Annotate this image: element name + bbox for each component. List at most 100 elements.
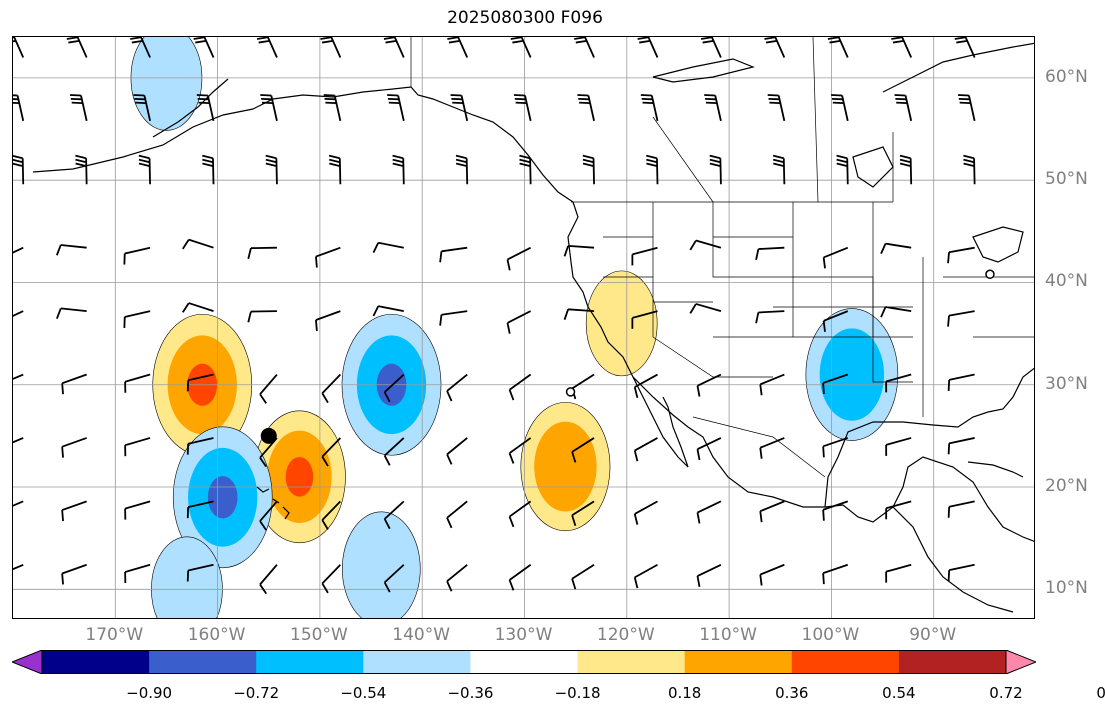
barb-staff	[61, 563, 87, 575]
barb-staff	[507, 310, 532, 324]
wind-barb	[123, 246, 151, 265]
barb-flag	[575, 39, 587, 44]
barb-staff	[822, 563, 849, 574]
barb-staff	[634, 563, 658, 579]
barb-flag	[891, 37, 903, 40]
barb-staff	[571, 373, 595, 390]
barb-staff	[714, 95, 722, 122]
barb-flag	[963, 154, 975, 160]
barb-staff	[270, 95, 278, 122]
barb-flag	[75, 162, 87, 167]
barb-flag	[709, 158, 721, 164]
barb-staff	[61, 373, 87, 385]
barb-staff	[697, 563, 722, 577]
barb-flag	[947, 443, 951, 455]
wind-barb	[124, 437, 151, 457]
barb-staff	[909, 158, 913, 185]
barb-flag	[563, 245, 569, 257]
lon-label: 170°W	[85, 625, 144, 645]
plot-title: 2025080300 F096	[447, 8, 603, 28]
wind-barb	[689, 239, 722, 251]
shaded-field	[130, 37, 899, 618]
colorbar-bin	[256, 650, 364, 674]
barb-staff	[384, 564, 405, 584]
barb-staff	[841, 95, 849, 122]
wind-barb	[508, 564, 532, 591]
barb-staff	[465, 158, 469, 185]
barb-staff	[758, 246, 785, 250]
barb-staff	[846, 158, 849, 185]
wind-barb	[574, 37, 595, 58]
barb-flag	[385, 39, 397, 44]
wind-barb	[387, 94, 405, 122]
colorbar-bin	[470, 650, 579, 674]
barb-flag	[195, 39, 207, 44]
map-panel[interactable]	[12, 36, 1035, 619]
barb-flag	[61, 383, 64, 395]
barb-flag	[696, 512, 701, 524]
barb-flag	[439, 251, 443, 263]
barb-flag	[822, 320, 826, 332]
barb-flag	[383, 581, 391, 593]
wind-barb	[321, 564, 342, 594]
barb-flag	[519, 162, 531, 167]
barb-flag	[892, 39, 904, 44]
barb-flag	[383, 37, 395, 40]
barb-staff	[509, 373, 532, 391]
wind-barb	[383, 564, 405, 593]
barb-staff	[656, 158, 659, 185]
colorbar	[12, 650, 1036, 674]
barb-flag	[637, 37, 649, 40]
colorbar-bin	[577, 650, 686, 674]
wind-barb	[439, 246, 468, 263]
barb-flag	[880, 306, 887, 318]
wind-barb	[13, 563, 24, 571]
barb-flag	[646, 154, 658, 160]
barb-flag	[439, 314, 443, 326]
barb-flag	[383, 391, 391, 403]
barb-staff	[964, 37, 976, 58]
state-borders	[410, 37, 1034, 478]
wind-barb	[202, 154, 215, 185]
barb-staff	[321, 564, 342, 585]
barb-flag	[574, 37, 586, 40]
barb-flag	[329, 162, 341, 167]
station-marker-open	[565, 387, 576, 397]
barb-staff	[460, 95, 469, 122]
shade-outer	[130, 37, 203, 131]
wind-barb	[831, 94, 849, 122]
wind-barb	[582, 154, 595, 185]
barb-flag	[202, 162, 214, 167]
wind-barb	[75, 154, 88, 185]
wind-barb	[947, 246, 975, 264]
wind-barb	[182, 302, 214, 313]
barb-staff	[647, 37, 659, 58]
barb-staff	[885, 500, 912, 510]
barb-staff	[697, 500, 722, 514]
wind-barb	[646, 154, 659, 185]
barb-flag	[822, 573, 825, 585]
wind-barb	[963, 154, 976, 185]
wind-barb	[61, 563, 87, 585]
colorbar-bin	[898, 650, 1007, 674]
colorbar-bin	[149, 650, 257, 674]
wind-barb	[321, 437, 342, 467]
wind-barb	[696, 563, 722, 587]
barb-flag	[138, 158, 150, 164]
wind-barb	[577, 94, 595, 122]
barb-staff	[968, 95, 976, 122]
barb-flag	[633, 450, 639, 462]
barb-staff	[188, 302, 214, 312]
barb-flag	[321, 392, 329, 404]
coastlines	[32, 42, 1034, 613]
barb-flag	[392, 154, 404, 160]
barb-staff	[719, 158, 722, 185]
wind-barb	[633, 437, 658, 462]
barb-flag	[61, 510, 64, 522]
map-canvas[interactable]	[13, 37, 1035, 619]
barb-flag	[947, 252, 950, 264]
barb-staff	[697, 437, 722, 450]
wind-barb	[265, 154, 278, 185]
wind-barb	[885, 373, 912, 393]
wind-barb	[56, 307, 87, 319]
